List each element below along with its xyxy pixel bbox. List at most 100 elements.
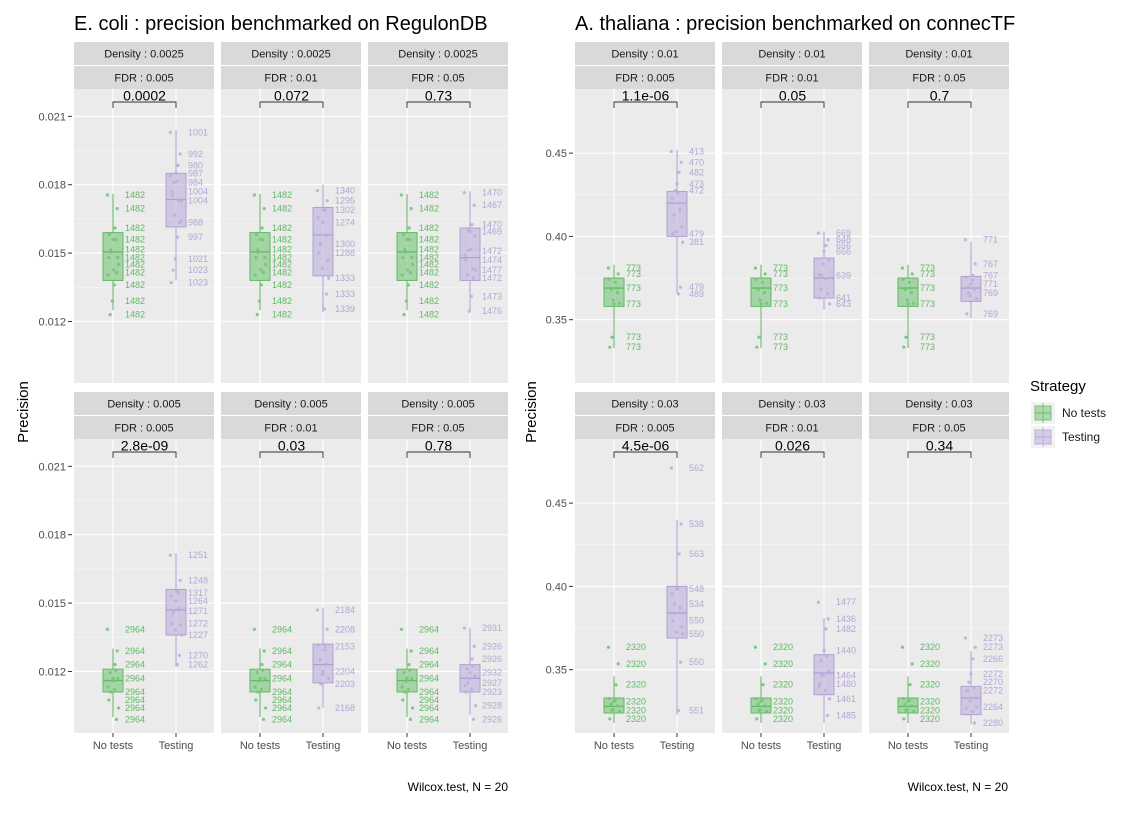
point-label: 641: [836, 293, 851, 303]
y-tick-label: 0.35: [546, 665, 567, 677]
strip-density-bg: [74, 392, 214, 415]
data-point: [825, 292, 830, 296]
point-label: 2320: [626, 706, 646, 716]
data-point: [902, 345, 906, 349]
data-point: [322, 648, 326, 652]
data-point: [173, 628, 177, 632]
point-label: 1248: [188, 575, 208, 585]
data-point: [469, 247, 473, 252]
data-point: [256, 690, 260, 694]
data-point: [410, 255, 414, 260]
data-point: [263, 255, 267, 260]
point-label: 472: [689, 186, 704, 196]
strip-density-label: Density : 0.01: [905, 49, 972, 61]
data-point: [264, 706, 268, 710]
strip-fdr-bg: [722, 66, 862, 89]
box-iqr: [897, 697, 919, 714]
point-label: 987: [188, 168, 203, 178]
data-point: [255, 313, 259, 317]
significance-bracket: [613, 101, 678, 108]
data-point: [471, 276, 476, 280]
data-point: [257, 299, 261, 303]
data-point: [965, 312, 969, 316]
point-label: 551: [689, 706, 704, 716]
right-y-axis-label: Precision: [523, 381, 540, 443]
data-point: [262, 207, 266, 211]
data-point: [975, 297, 979, 301]
left-caption: Wilcox.test, N = 20: [408, 780, 509, 794]
point-label: 1464: [836, 671, 856, 681]
point-label: 2320: [920, 659, 940, 669]
point-label: 1482: [125, 259, 145, 269]
data-point: [410, 676, 414, 681]
strip-density-label: Density : 0.005: [254, 399, 327, 411]
point-label: 2964: [125, 703, 145, 713]
point-label: 773: [626, 269, 641, 279]
point-label: 1440: [836, 646, 856, 656]
point-label: 550: [689, 657, 704, 667]
data-point: [260, 226, 264, 230]
data-point: [816, 231, 821, 235]
data-point: [407, 226, 411, 230]
box-iqr: [603, 277, 625, 307]
strip-density-label: Density : 0.03: [758, 399, 825, 411]
data-point: [177, 606, 181, 610]
point-label: 984: [188, 177, 203, 187]
data-point: [169, 594, 173, 598]
point-label: 769: [983, 309, 998, 319]
data-point: [106, 273, 110, 277]
point-label: 773: [626, 263, 641, 273]
point-label: 2964: [419, 660, 439, 670]
data-point: [972, 721, 977, 725]
data-point: [614, 286, 618, 290]
data-point: [466, 681, 470, 685]
p-value-label: 0.05: [779, 88, 806, 104]
data-point: [107, 232, 112, 237]
data-point: [826, 238, 830, 242]
data-point: [673, 189, 677, 193]
data-point: [114, 717, 119, 721]
data-point: [110, 679, 114, 683]
point-label: 473: [689, 179, 704, 189]
data-point: [317, 706, 321, 710]
strip-density-bg: [221, 392, 361, 415]
y-tick-label: 0.012: [38, 316, 66, 328]
box-iqr: [750, 277, 772, 307]
data-point: [821, 262, 825, 266]
strip-fdr-bg: [368, 66, 508, 89]
p-value-label: 0.78: [425, 438, 452, 454]
strip-fdr-bg: [74, 416, 214, 439]
point-label: 1333: [335, 289, 355, 299]
data-point: [177, 199, 181, 203]
point-label: 992: [188, 149, 203, 159]
data-point: [753, 645, 758, 649]
significance-bracket: [760, 451, 825, 458]
p-value-label: 0.73: [425, 88, 452, 104]
point-label: 1271: [188, 606, 208, 616]
point-label: 1001: [188, 127, 208, 137]
point-label: 1004: [188, 187, 208, 197]
data-point: [469, 294, 473, 298]
point-label: 648: [836, 235, 851, 245]
data-point: [606, 266, 611, 270]
x-tick-label: No tests: [888, 740, 929, 752]
data-point: [175, 235, 179, 239]
data-point: [676, 191, 680, 195]
y-tick-label: 0.40: [546, 231, 567, 243]
data-point: [321, 669, 325, 674]
strip-fdr-label: FDR : 0.005: [114, 423, 173, 435]
point-label: 2964: [125, 624, 145, 634]
data-point: [756, 702, 760, 706]
data-point: [904, 335, 908, 339]
data-point: [968, 699, 972, 703]
data-point: [408, 270, 413, 275]
point-label: 1300: [335, 239, 355, 249]
data-point: [408, 717, 413, 721]
data-point: [463, 684, 467, 688]
point-label: 1302: [335, 205, 355, 215]
data-point: [970, 278, 975, 282]
data-point: [406, 268, 410, 272]
point-label: 1482: [125, 310, 145, 320]
